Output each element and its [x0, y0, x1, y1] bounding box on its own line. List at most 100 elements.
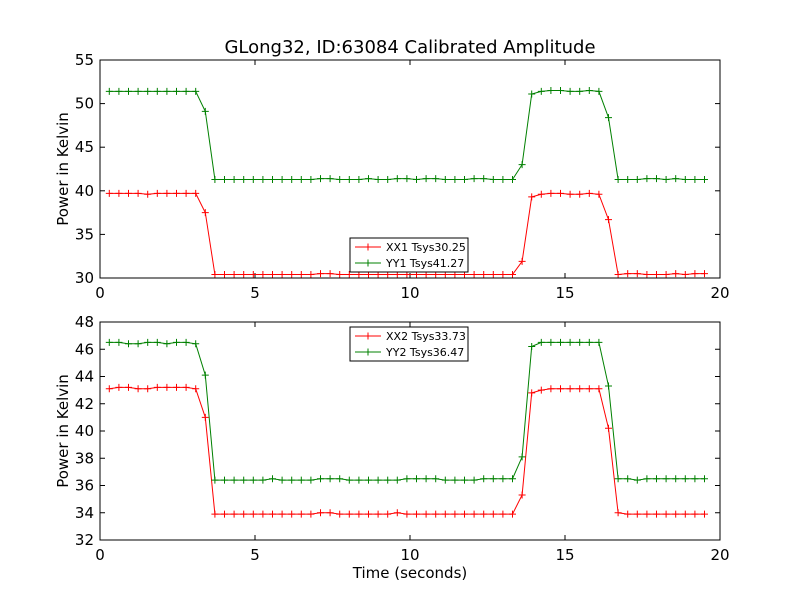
- y-tick-label: 40: [75, 182, 94, 200]
- data-point: [249, 476, 257, 484]
- data-point: [153, 189, 161, 197]
- data-point: [451, 476, 459, 484]
- data-point: [662, 475, 670, 483]
- data-point: [441, 176, 449, 183]
- data-point: [182, 338, 190, 346]
- data-point: [297, 176, 305, 183]
- legend-marker: [364, 259, 372, 267]
- data-point: [509, 510, 516, 518]
- y-tick-label: 30: [75, 269, 94, 287]
- data-point: [605, 216, 612, 224]
- data-point: [566, 190, 574, 198]
- data-point: [249, 176, 257, 183]
- y-tick-label: 36: [75, 477, 94, 495]
- y-tick-label: 46: [75, 340, 94, 358]
- data-point: [489, 176, 497, 183]
- data-point: [192, 87, 200, 95]
- data-point: [403, 510, 411, 518]
- series-line: [109, 89, 705, 181]
- data-point: [653, 510, 660, 518]
- data-point: [230, 510, 238, 518]
- bottom-plot: 0 5 10 15 20 32 34 36 38 40 42 44 46 48 XX2 Tsys33.73 Y…: [75, 313, 730, 564]
- data-point: [144, 190, 152, 198]
- data-point: [317, 475, 324, 483]
- data-point: [413, 510, 420, 518]
- x-tick-label: 20: [710, 546, 729, 564]
- data-point: [701, 270, 708, 278]
- data-point: [528, 343, 536, 350]
- data-point: [393, 476, 401, 484]
- data-point: [432, 475, 440, 483]
- data-point: [144, 87, 152, 95]
- data-point: [105, 87, 113, 95]
- data-point: [326, 175, 334, 183]
- data-point: [230, 176, 238, 183]
- data-point: [681, 510, 689, 518]
- data-point: [269, 176, 276, 183]
- data-point: [393, 509, 401, 517]
- data-point: [288, 176, 296, 183]
- data-point: [672, 270, 680, 278]
- data-point: [624, 510, 632, 518]
- data-point: [182, 383, 190, 391]
- data-point: [633, 270, 641, 278]
- data-point: [403, 475, 411, 483]
- data-point: [653, 475, 660, 483]
- data-point: [384, 510, 392, 518]
- legend-box: [349, 326, 469, 362]
- data-point: [115, 338, 123, 346]
- data-point: [105, 189, 113, 197]
- plot-frame: [99, 59, 721, 279]
- data-point: [633, 510, 641, 518]
- data-point: [317, 175, 324, 183]
- data-point: [489, 510, 497, 518]
- data-point: [403, 175, 411, 183]
- data-point: [240, 176, 248, 183]
- data-point: [653, 271, 660, 278]
- data-point: [499, 475, 507, 483]
- data-point: [441, 510, 449, 518]
- data-point: [681, 475, 689, 483]
- data-point: [691, 475, 699, 483]
- data-point: [336, 510, 344, 518]
- data-point: [461, 476, 468, 484]
- data-point: [576, 385, 584, 393]
- data-point: [182, 87, 190, 95]
- data-point: [211, 271, 219, 278]
- y-tick-label: 55: [75, 51, 94, 69]
- data-point: [269, 271, 276, 278]
- data-point: [605, 114, 612, 122]
- data-point: [470, 510, 478, 518]
- legend-label: YY2 Tsys36.47: [385, 346, 464, 359]
- data-point: [422, 510, 430, 518]
- x-tick-label: 15: [555, 546, 574, 564]
- data-point: [182, 189, 190, 197]
- data-point: [240, 476, 248, 484]
- data-point: [230, 476, 238, 484]
- data-point: [653, 175, 660, 183]
- data-point: [278, 476, 286, 484]
- data-point: [288, 510, 296, 518]
- data-point: [317, 509, 324, 517]
- legend: XX2 Tsys33.73 YY2 Tsys36.47: [349, 326, 469, 362]
- bottom-xlabel: Time (seconds): [352, 564, 468, 582]
- data-point: [163, 189, 171, 197]
- data-point: [557, 338, 564, 346]
- data-point: [278, 176, 286, 183]
- data-point: [163, 87, 171, 95]
- data-point: [307, 476, 315, 484]
- data-point: [662, 510, 670, 518]
- data-point: [326, 509, 334, 517]
- data-point: [259, 176, 267, 183]
- data-point: [384, 176, 392, 183]
- data-point: [173, 87, 180, 95]
- data-point: [249, 271, 257, 278]
- data-point: [576, 338, 584, 346]
- data-point: [355, 510, 363, 518]
- data-point: [374, 176, 382, 183]
- data-point: [451, 510, 459, 518]
- data-point: [259, 271, 267, 278]
- data-point: [624, 176, 632, 183]
- data-point: [422, 475, 430, 483]
- x-tick-label: 15: [555, 284, 574, 302]
